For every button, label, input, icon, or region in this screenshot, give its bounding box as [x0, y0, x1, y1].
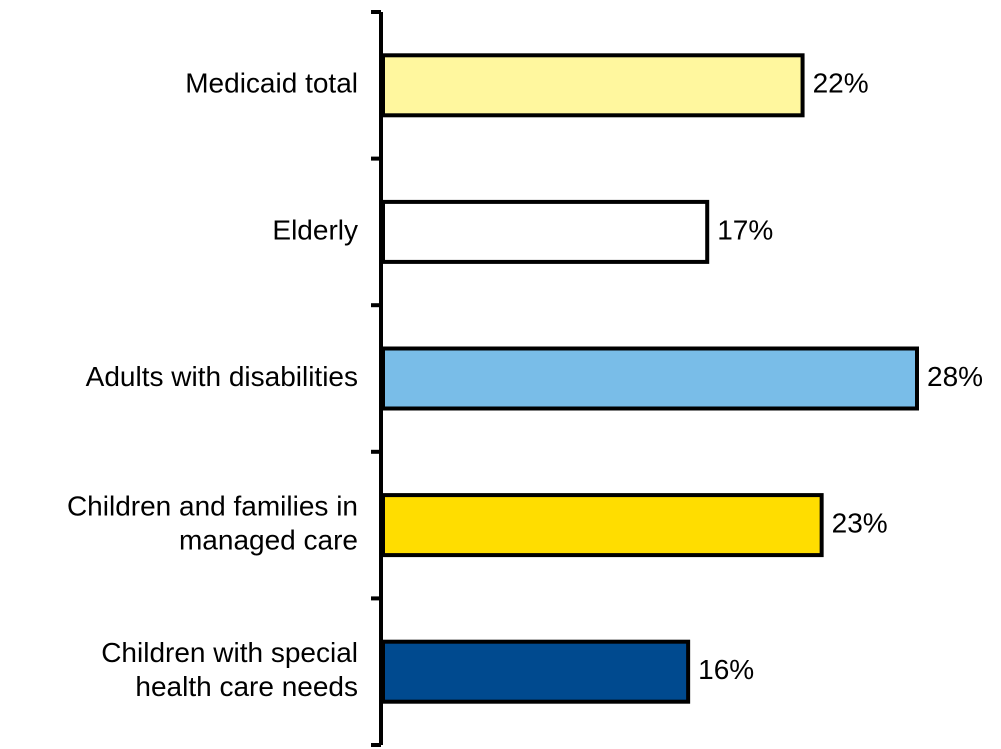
data-label: 16%	[698, 654, 754, 685]
category-label: Children and families in	[67, 490, 358, 521]
bar	[381, 199, 710, 264]
category-label: Medicaid total	[185, 68, 358, 99]
data-label: 23%	[832, 507, 888, 538]
category-label: health care needs	[135, 671, 358, 702]
category-label: Adults with disabilities	[86, 361, 358, 392]
data-label: 28%	[927, 361, 983, 392]
category-label: Elderly	[272, 214, 358, 245]
bar	[381, 493, 824, 558]
bar	[381, 639, 691, 704]
data-label: 17%	[717, 214, 773, 245]
category-label: Children with special	[101, 637, 358, 668]
bar	[381, 346, 919, 411]
category-label: managed care	[179, 524, 358, 555]
bar	[381, 53, 805, 118]
data-label: 22%	[813, 68, 869, 99]
